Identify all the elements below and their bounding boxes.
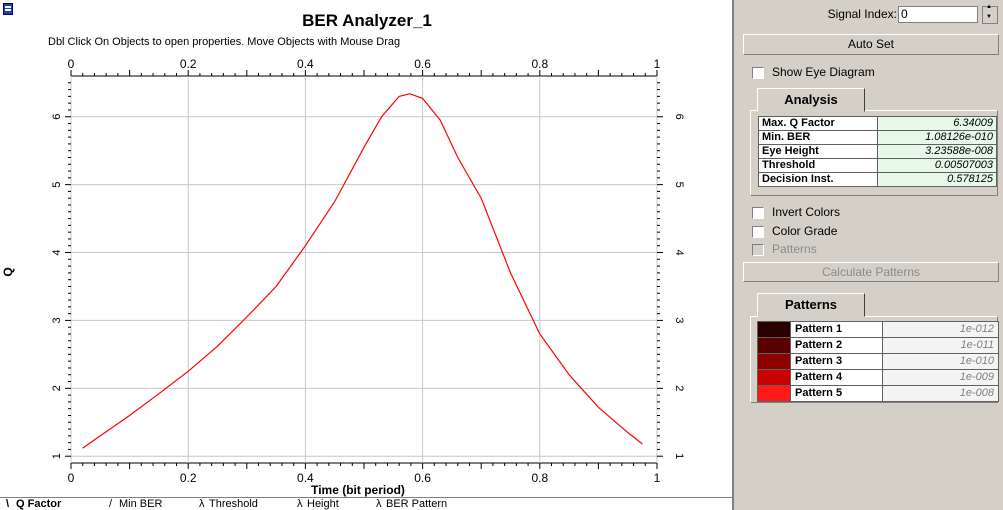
y-tick-label-left: 4 bbox=[51, 249, 63, 255]
x-tick-label-top: 0 bbox=[68, 57, 75, 71]
x-tick-label-bottom: 0.6 bbox=[414, 471, 431, 485]
analysis-label: Min. BER bbox=[758, 130, 878, 145]
analysis-label: Eye Height bbox=[758, 144, 878, 159]
analysis-label: Threshold bbox=[758, 158, 878, 173]
pattern-row[interactable]: Pattern 5 1e-008 bbox=[757, 385, 999, 402]
tab-threshold[interactable]: λ Threshold bbox=[199, 498, 258, 510]
pattern-name: Pattern 3 bbox=[790, 353, 883, 370]
signal-index-input[interactable]: 0 bbox=[898, 6, 978, 23]
tab-q-factor[interactable]: \ Q Factor bbox=[6, 498, 62, 510]
y-tick-label-left: 1 bbox=[51, 453, 63, 459]
chart-title: BER Analyzer_1 bbox=[302, 11, 432, 30]
checkbox-box[interactable] bbox=[752, 66, 764, 79]
analysis-row: Threshold 0.00507003 bbox=[758, 158, 997, 173]
tab-height[interactable]: λ Height bbox=[297, 498, 339, 510]
y-tick-label-left: 5 bbox=[51, 182, 63, 188]
y-tick-label-right: 6 bbox=[673, 114, 685, 120]
y-tick-label-right: 3 bbox=[673, 317, 685, 323]
x-tick-label-top: 0.8 bbox=[531, 57, 548, 71]
calculate-patterns-button[interactable]: Calculate Patterns bbox=[743, 262, 999, 282]
x-tick-label-bottom: 0.4 bbox=[297, 471, 314, 485]
analysis-label: Max. Q Factor bbox=[758, 116, 878, 131]
analysis-tab[interactable]: Analysis bbox=[757, 88, 865, 112]
analysis-label: Decision Inst. bbox=[758, 172, 878, 187]
pattern-name: Pattern 1 bbox=[790, 321, 883, 338]
pattern-row[interactable]: Pattern 1 1e-012 bbox=[757, 321, 999, 338]
x-tick-label-bottom: 0 bbox=[68, 471, 75, 485]
properties-panel bbox=[736, 0, 1003, 510]
x-tick-label-bottom: 0.8 bbox=[531, 471, 548, 485]
analysis-value: 6.34009 bbox=[877, 116, 997, 131]
window-icon bbox=[3, 3, 13, 15]
pattern-ber: 1e-011 bbox=[882, 337, 999, 354]
pattern-row[interactable]: Pattern 2 1e-011 bbox=[757, 337, 999, 354]
q-factor-chart[interactable]: 0 0 0.2 0.2 0.4 0.4 0.6 0.6 0.8 0.8 1 1 1 1 2 2 3 3 4 4 5 5 6 6… bbox=[0, 0, 734, 497]
checkbox-box[interactable] bbox=[752, 206, 764, 219]
y-tick-label-right: 1 bbox=[673, 453, 685, 459]
analysis-row: Min. BER 1.08126e-010 bbox=[758, 130, 997, 145]
y-tick-label-left: 2 bbox=[51, 385, 63, 391]
analysis-value: 0.578125 bbox=[877, 172, 997, 187]
pattern-ber: 1e-009 bbox=[882, 369, 999, 386]
x-tick-label-bottom: 1 bbox=[654, 471, 661, 485]
tab-min-ber[interactable]: / Min BER bbox=[109, 498, 163, 510]
pattern-color-swatch[interactable] bbox=[757, 385, 791, 402]
show-eye-diagram-checkbox[interactable]: Show Eye Diagram bbox=[752, 65, 875, 81]
pattern-color-swatch[interactable] bbox=[757, 369, 791, 386]
pattern-color-swatch[interactable] bbox=[757, 337, 791, 354]
x-tick-label-top: 0.2 bbox=[180, 57, 197, 71]
x-tick-label-bottom: 0.2 bbox=[180, 471, 197, 485]
checkbox-box[interactable] bbox=[752, 225, 764, 238]
x-tick-label-top: 0.4 bbox=[297, 57, 314, 71]
pattern-color-swatch[interactable] bbox=[757, 353, 791, 370]
pattern-row[interactable]: Pattern 4 1e-009 bbox=[757, 369, 999, 386]
analysis-row: Decision Inst. 0.578125 bbox=[758, 172, 997, 187]
x-axis-label: Time (bit period) bbox=[311, 483, 405, 497]
pattern-row[interactable]: Pattern 3 1e-010 bbox=[757, 353, 999, 370]
tab-ber-pattern[interactable]: λ BER Pattern bbox=[376, 498, 448, 510]
analysis-value: 0.00507003 bbox=[877, 158, 997, 173]
y-tick-label-right: 5 bbox=[673, 182, 685, 188]
analysis-row: Max. Q Factor 6.34009 bbox=[758, 116, 997, 131]
pattern-ber: 1e-008 bbox=[882, 385, 999, 402]
pattern-name: Pattern 4 bbox=[790, 369, 883, 386]
hint-text: Dbl Click On Objects to open properties.… bbox=[48, 36, 401, 48]
analysis-value: 1.08126e-010 bbox=[877, 130, 997, 145]
pattern-name: Pattern 5 bbox=[790, 385, 883, 402]
patterns-tab[interactable]: Patterns bbox=[757, 293, 865, 317]
y-tick-label-right: 2 bbox=[673, 385, 685, 391]
patterns-checkbox[interactable]: Patterns bbox=[752, 242, 817, 258]
pattern-name: Pattern 2 bbox=[790, 337, 883, 354]
x-tick-label-top: 0.6 bbox=[414, 57, 431, 71]
q-factor-curve bbox=[82, 93, 643, 449]
checkbox-box[interactable] bbox=[752, 243, 764, 256]
pattern-ber: 1e-010 bbox=[882, 353, 999, 370]
y-tick-label-right: 4 bbox=[673, 249, 685, 255]
signal-index-label: Signal Index: bbox=[827, 7, 897, 21]
analysis-table: Max. Q Factor 6.34009 Min. BER 1.08126e-010… bbox=[758, 116, 997, 187]
pattern-ber: 1e-012 bbox=[882, 321, 999, 338]
signal-index-spinner[interactable] bbox=[982, 4, 998, 24]
analysis-row: Eye Height 3.23588e-008 bbox=[758, 144, 997, 159]
y-axis-label: Q bbox=[1, 267, 15, 276]
invert-colors-checkbox[interactable]: Invert Colors bbox=[752, 205, 840, 221]
y-tick-label-left: 3 bbox=[51, 317, 63, 323]
analysis-value: 3.23588e-008 bbox=[877, 144, 997, 159]
x-tick-label-top: 1 bbox=[654, 57, 661, 71]
plot-window[interactable]: BER Analyzer_1 Dbl Click On Objects to o… bbox=[0, 0, 734, 510]
pattern-color-swatch[interactable] bbox=[757, 321, 791, 338]
y-tick-label-left: 6 bbox=[51, 114, 63, 120]
auto-set-button[interactable]: Auto Set bbox=[743, 34, 999, 55]
color-grade-checkbox[interactable]: Color Grade bbox=[752, 224, 837, 240]
plot-area bbox=[70, 75, 658, 464]
